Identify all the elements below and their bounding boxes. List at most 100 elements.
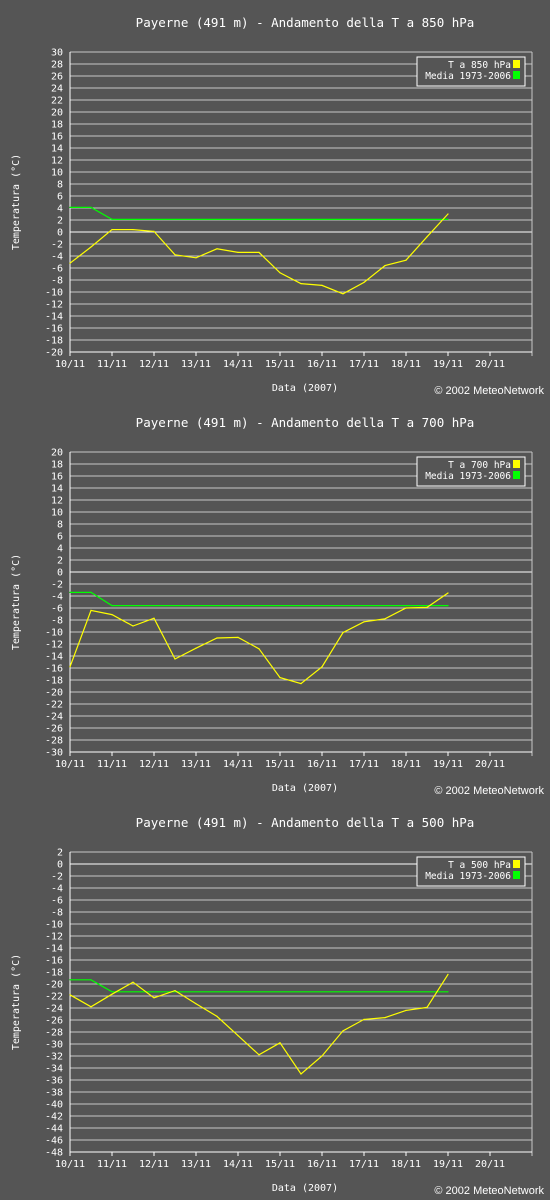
x-tick-label: 10/11 bbox=[55, 1159, 85, 1170]
y-tick-label: -22 bbox=[45, 992, 63, 1003]
observed-point bbox=[279, 1042, 281, 1044]
chart-700hpa: Payerne (491 m) - Andamento della T a 70… bbox=[0, 400, 550, 800]
legend-swatch bbox=[513, 471, 520, 479]
y-tick-label: -12 bbox=[45, 932, 63, 943]
observed-point bbox=[300, 1073, 302, 1075]
legend-swatch bbox=[513, 860, 520, 868]
mean-point bbox=[69, 206, 71, 208]
series-line-mean bbox=[70, 206, 448, 220]
chart-svg: Payerne (491 m) - Andamento della T a 50… bbox=[11, 815, 544, 1197]
y-tick-label: -18 bbox=[45, 336, 63, 347]
observed-point bbox=[426, 606, 428, 608]
x-tick-label: 18/11 bbox=[391, 359, 421, 370]
observed-point bbox=[90, 246, 92, 248]
y-tick-label: 10 bbox=[51, 168, 63, 179]
y-tick-label: -4 bbox=[51, 592, 63, 603]
y-tick-label: -28 bbox=[45, 736, 63, 747]
observed-point bbox=[363, 281, 365, 283]
observed-point bbox=[363, 621, 365, 623]
x-tick-label: 15/11 bbox=[265, 1159, 295, 1170]
y-tick-label: -40 bbox=[45, 1100, 63, 1111]
mean-point bbox=[111, 218, 113, 220]
y-tick-label: -12 bbox=[45, 640, 63, 651]
y-tick-label: -14 bbox=[45, 312, 63, 323]
y-tick-label: -30 bbox=[45, 748, 63, 759]
legend-swatch bbox=[513, 60, 520, 68]
legend-swatch bbox=[513, 460, 520, 468]
y-tick-label: -36 bbox=[45, 1076, 63, 1087]
chart-svg: Payerne (491 m) - Andamento della T a 85… bbox=[11, 15, 544, 397]
observed-point bbox=[111, 614, 113, 616]
x-tick-label: 20/11 bbox=[475, 1159, 505, 1170]
legend-label: T a 500 hPa bbox=[448, 860, 511, 871]
legend-label: Media 1973-2006 bbox=[425, 471, 511, 482]
observed-point bbox=[279, 272, 281, 274]
y-tick-label: 16 bbox=[51, 132, 63, 143]
x-tick-label: 15/11 bbox=[265, 759, 295, 770]
x-tick-label: 19/11 bbox=[433, 759, 463, 770]
y-tick-label: 22 bbox=[51, 96, 63, 107]
y-tick-label: -24 bbox=[45, 712, 63, 723]
y-tick-label: -4 bbox=[51, 252, 63, 263]
y-tick-label: 12 bbox=[51, 496, 63, 507]
copyright: © 2002 MeteoNetwork bbox=[434, 1185, 544, 1197]
observed-point bbox=[426, 236, 428, 238]
y-tick-label: -8 bbox=[51, 908, 63, 919]
y-tick-label: 20 bbox=[51, 108, 63, 119]
legend-label: T a 850 hPa bbox=[448, 60, 511, 71]
x-tick-label: 19/11 bbox=[433, 1159, 463, 1170]
y-tick-label: -26 bbox=[45, 1016, 63, 1027]
x-tick-label: 19/11 bbox=[433, 359, 463, 370]
x-tick-label: 12/11 bbox=[139, 1159, 169, 1170]
y-tick-label: -38 bbox=[45, 1088, 63, 1099]
y-tick-label: -10 bbox=[45, 628, 63, 639]
observed-point bbox=[237, 636, 239, 638]
y-tick-label: 20 bbox=[51, 448, 63, 459]
observed-point bbox=[426, 1006, 428, 1008]
y-tick-label: 0 bbox=[57, 860, 63, 871]
observed-point bbox=[132, 625, 134, 627]
y-tick-label: 16 bbox=[51, 472, 63, 483]
observed-point bbox=[447, 973, 449, 975]
y-tick-label: 8 bbox=[57, 520, 63, 531]
x-tick-label: 20/11 bbox=[475, 759, 505, 770]
x-tick-label: 10/11 bbox=[55, 359, 85, 370]
y-tick-label: -14 bbox=[45, 944, 63, 955]
observed-point bbox=[195, 647, 197, 649]
observed-point bbox=[342, 1030, 344, 1032]
y-tick-label: 8 bbox=[57, 180, 63, 191]
y-tick-label: 0 bbox=[57, 228, 63, 239]
y-tick-label: 12 bbox=[51, 156, 63, 167]
y-tick-label: 24 bbox=[51, 84, 63, 95]
x-tick-label: 17/11 bbox=[349, 759, 379, 770]
observed-point bbox=[216, 637, 218, 639]
y-tick-label: -8 bbox=[51, 276, 63, 287]
y-tick-label: -12 bbox=[45, 300, 63, 311]
y-tick-label: -10 bbox=[45, 288, 63, 299]
x-tick-label: 11/11 bbox=[97, 359, 127, 370]
observed-point bbox=[258, 648, 260, 650]
mean-point bbox=[69, 591, 71, 593]
observed-point bbox=[237, 251, 239, 253]
legend-label: Media 1973-2006 bbox=[425, 871, 511, 882]
mean-point bbox=[447, 605, 449, 607]
y-tick-label: -30 bbox=[45, 1040, 63, 1051]
observed-point bbox=[384, 1017, 386, 1019]
observed-point bbox=[321, 284, 323, 286]
series-line-observed bbox=[69, 974, 449, 1075]
observed-point bbox=[132, 981, 134, 983]
chart-850hpa: Payerne (491 m) - Andamento della T a 85… bbox=[0, 0, 550, 400]
observed-point bbox=[132, 229, 134, 231]
y-tick-label: 4 bbox=[57, 204, 63, 215]
y-tick-label: -42 bbox=[45, 1112, 63, 1123]
series-line-mean bbox=[70, 591, 448, 607]
observed-point bbox=[69, 994, 71, 996]
y-tick-label: 26 bbox=[51, 72, 63, 83]
y-tick-label: -18 bbox=[45, 676, 63, 687]
y-tick-label: -8 bbox=[51, 616, 63, 627]
observed-point bbox=[174, 990, 176, 992]
mean-point bbox=[90, 591, 92, 593]
observed-point bbox=[447, 213, 449, 215]
y-tick-label: -20 bbox=[45, 688, 63, 699]
